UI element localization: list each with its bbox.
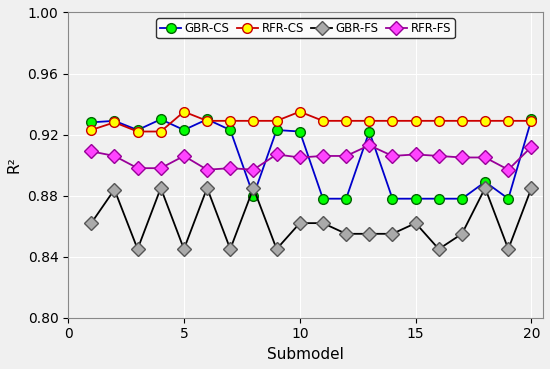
RFR-FS (111, 154, 118, 158)
GBR-CS (111, 118, 118, 123)
GBR-FS (204, 186, 211, 190)
RFR-FS (157, 166, 164, 170)
RFR-CS (250, 118, 257, 123)
GBR-FS (320, 221, 326, 225)
GBR-CS (273, 128, 280, 132)
GBR-FS (459, 232, 465, 236)
GBR-FS (482, 186, 488, 190)
GBR-FS (528, 186, 535, 190)
GBR-CS (296, 129, 303, 134)
Y-axis label: R²: R² (7, 157, 22, 173)
GBR-FS (180, 247, 187, 251)
RFR-FS (459, 155, 465, 160)
RFR-FS (88, 149, 95, 154)
Line: GBR-CS: GBR-CS (86, 114, 536, 204)
RFR-CS (157, 129, 164, 134)
GBR-CS (134, 128, 141, 132)
RFR-CS (343, 118, 349, 123)
RFR-FS (250, 168, 257, 172)
Legend: GBR-CS, RFR-CS, GBR-FS, RFR-FS: GBR-CS, RFR-CS, GBR-FS, RFR-FS (156, 18, 455, 38)
RFR-FS (366, 143, 372, 148)
RFR-FS (296, 155, 303, 160)
GBR-CS (180, 128, 187, 132)
RFR-FS (320, 154, 326, 158)
GBR-FS (134, 247, 141, 251)
GBR-CS (227, 128, 234, 132)
RFR-FS (227, 166, 234, 170)
RFR-FS (180, 154, 187, 158)
GBR-FS (366, 232, 372, 236)
GBR-CS (482, 180, 488, 184)
GBR-FS (250, 186, 257, 190)
RFR-FS (134, 166, 141, 170)
GBR-FS (505, 247, 512, 251)
RFR-CS (204, 118, 211, 123)
RFR-CS (366, 118, 372, 123)
RFR-FS (343, 154, 349, 158)
RFR-CS (296, 110, 303, 114)
GBR-CS (250, 193, 257, 198)
GBR-CS (389, 196, 396, 201)
GBR-CS (157, 117, 164, 121)
RFR-FS (412, 152, 419, 156)
GBR-CS (528, 117, 535, 121)
RFR-CS (459, 118, 465, 123)
GBR-CS (459, 196, 465, 201)
GBR-FS (111, 187, 118, 192)
GBR-CS (505, 196, 512, 201)
GBR-CS (343, 196, 349, 201)
RFR-FS (273, 152, 280, 156)
GBR-CS (412, 196, 419, 201)
RFR-CS (134, 129, 141, 134)
RFR-FS (436, 154, 442, 158)
X-axis label: Submodel: Submodel (267, 347, 344, 362)
RFR-CS (180, 110, 187, 114)
RFR-CS (88, 128, 95, 132)
RFR-FS (389, 154, 396, 158)
RFR-CS (436, 118, 442, 123)
RFR-CS (412, 118, 419, 123)
RFR-CS (273, 118, 280, 123)
RFR-FS (528, 145, 535, 149)
RFR-CS (111, 120, 118, 125)
RFR-CS (320, 118, 326, 123)
RFR-CS (482, 118, 488, 123)
GBR-CS (436, 196, 442, 201)
Line: RFR-FS: RFR-FS (86, 140, 536, 175)
Line: GBR-FS: GBR-FS (86, 183, 536, 254)
RFR-FS (482, 155, 488, 160)
RFR-CS (528, 118, 535, 123)
RFR-FS (505, 168, 512, 172)
RFR-FS (204, 168, 211, 172)
RFR-CS (505, 118, 512, 123)
GBR-FS (296, 221, 303, 225)
GBR-FS (436, 247, 442, 251)
GBR-FS (88, 221, 95, 225)
GBR-FS (227, 247, 234, 251)
GBR-FS (273, 247, 280, 251)
GBR-FS (389, 232, 396, 236)
GBR-FS (343, 232, 349, 236)
GBR-FS (157, 186, 164, 190)
GBR-CS (320, 196, 326, 201)
GBR-FS (412, 221, 419, 225)
RFR-CS (389, 118, 396, 123)
Line: RFR-CS: RFR-CS (86, 107, 536, 137)
GBR-CS (366, 129, 372, 134)
GBR-CS (204, 117, 211, 121)
GBR-CS (88, 120, 95, 125)
RFR-CS (227, 118, 234, 123)
